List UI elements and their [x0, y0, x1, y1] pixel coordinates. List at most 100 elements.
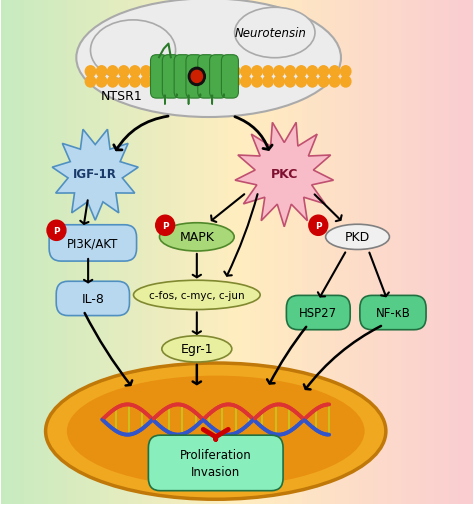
Bar — [445, 1, 450, 504]
Ellipse shape — [162, 336, 232, 362]
Text: P: P — [53, 226, 60, 235]
Bar — [5, 1, 10, 504]
Bar — [81, 1, 86, 504]
Circle shape — [174, 77, 184, 88]
Bar — [407, 1, 412, 504]
Text: Egr-1: Egr-1 — [181, 343, 213, 356]
Circle shape — [319, 77, 328, 88]
Bar — [308, 1, 313, 504]
Bar — [53, 1, 57, 504]
Bar — [76, 1, 81, 504]
FancyBboxPatch shape — [186, 56, 203, 99]
Circle shape — [188, 68, 205, 86]
Bar — [161, 1, 166, 504]
Ellipse shape — [91, 21, 175, 81]
Bar — [242, 1, 247, 504]
Bar — [19, 1, 24, 504]
Circle shape — [319, 67, 328, 78]
FancyBboxPatch shape — [151, 56, 167, 99]
Text: PKD: PKD — [345, 231, 370, 244]
Bar — [360, 1, 365, 504]
Bar — [38, 1, 43, 504]
Bar — [213, 1, 218, 504]
Bar — [374, 1, 379, 504]
Bar — [119, 1, 124, 504]
Bar — [62, 1, 67, 504]
Text: P: P — [315, 221, 321, 230]
Bar — [436, 1, 441, 504]
Bar — [455, 1, 460, 504]
Bar — [114, 1, 119, 504]
Bar — [67, 1, 72, 504]
Bar — [275, 1, 280, 504]
Text: IGF-1R: IGF-1R — [73, 168, 117, 181]
Bar — [48, 1, 53, 504]
Bar — [270, 1, 275, 504]
Circle shape — [163, 67, 173, 78]
FancyBboxPatch shape — [198, 56, 215, 99]
Bar — [289, 1, 294, 504]
Circle shape — [85, 77, 96, 88]
Circle shape — [118, 67, 129, 78]
Bar — [469, 1, 474, 504]
Bar — [194, 1, 199, 504]
Bar — [209, 1, 213, 504]
Bar — [152, 1, 156, 504]
Bar — [175, 1, 180, 504]
Bar — [383, 1, 389, 504]
Bar — [379, 1, 384, 504]
Bar — [91, 1, 95, 504]
Bar — [199, 1, 204, 504]
Bar — [147, 1, 152, 504]
Circle shape — [141, 77, 151, 88]
FancyBboxPatch shape — [174, 56, 191, 99]
Text: NF-κB: NF-κB — [375, 307, 410, 320]
Bar — [218, 1, 223, 504]
Ellipse shape — [67, 376, 365, 487]
Bar — [341, 1, 346, 504]
Bar — [303, 1, 309, 504]
Ellipse shape — [46, 363, 386, 499]
Circle shape — [307, 67, 318, 78]
Circle shape — [174, 67, 184, 78]
Bar — [34, 1, 38, 504]
Ellipse shape — [134, 281, 260, 310]
Bar — [232, 1, 237, 504]
Bar — [166, 1, 171, 504]
Ellipse shape — [326, 225, 390, 250]
Circle shape — [263, 77, 273, 88]
Circle shape — [108, 67, 118, 78]
Bar — [412, 1, 417, 504]
Bar — [365, 1, 370, 504]
Circle shape — [241, 77, 251, 88]
Bar — [171, 1, 175, 504]
FancyBboxPatch shape — [49, 225, 137, 262]
Bar — [24, 1, 29, 504]
Text: NTSR1: NTSR1 — [100, 90, 142, 103]
Circle shape — [96, 77, 107, 88]
Bar — [431, 1, 436, 504]
Bar — [185, 1, 190, 504]
Circle shape — [156, 216, 174, 236]
Bar — [265, 1, 271, 504]
Circle shape — [307, 77, 318, 88]
Bar — [29, 1, 34, 504]
Bar — [261, 1, 266, 504]
Ellipse shape — [235, 8, 315, 59]
Circle shape — [274, 77, 284, 88]
Bar — [393, 1, 398, 504]
Bar — [251, 1, 256, 504]
Circle shape — [263, 67, 273, 78]
Circle shape — [96, 67, 107, 78]
Bar — [417, 1, 422, 504]
FancyBboxPatch shape — [56, 282, 129, 316]
Circle shape — [185, 67, 196, 78]
Circle shape — [118, 77, 129, 88]
Ellipse shape — [159, 223, 234, 251]
Bar — [228, 1, 232, 504]
Polygon shape — [52, 130, 138, 221]
Bar — [327, 1, 332, 504]
FancyBboxPatch shape — [221, 56, 238, 99]
Bar — [426, 1, 431, 504]
Bar — [237, 1, 242, 504]
